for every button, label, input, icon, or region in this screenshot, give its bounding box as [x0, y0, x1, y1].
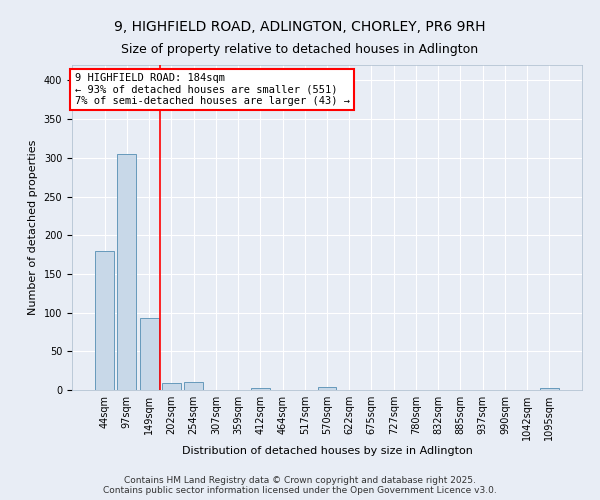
X-axis label: Distribution of detached houses by size in Adlington: Distribution of detached houses by size …: [182, 446, 472, 456]
Bar: [162, 383, 181, 390]
Bar: [140, 318, 158, 390]
Text: Contains HM Land Registry data © Crown copyright and database right 2025.
Contai: Contains HM Land Registry data © Crown c…: [103, 476, 497, 495]
Bar: [317, 387, 337, 390]
Text: 9, HIGHFIELD ROAD, ADLINGTON, CHORLEY, PR6 9RH: 9, HIGHFIELD ROAD, ADLINGTON, CHORLEY, P…: [114, 20, 486, 34]
Bar: [118, 154, 136, 390]
Bar: [184, 382, 203, 390]
Bar: [540, 388, 559, 390]
Y-axis label: Number of detached properties: Number of detached properties: [28, 140, 38, 315]
Text: Size of property relative to detached houses in Adlington: Size of property relative to detached ho…: [121, 42, 479, 56]
Text: 9 HIGHFIELD ROAD: 184sqm
← 93% of detached houses are smaller (551)
7% of semi-d: 9 HIGHFIELD ROAD: 184sqm ← 93% of detach…: [74, 73, 350, 106]
Bar: [95, 250, 114, 390]
Bar: [251, 388, 270, 390]
